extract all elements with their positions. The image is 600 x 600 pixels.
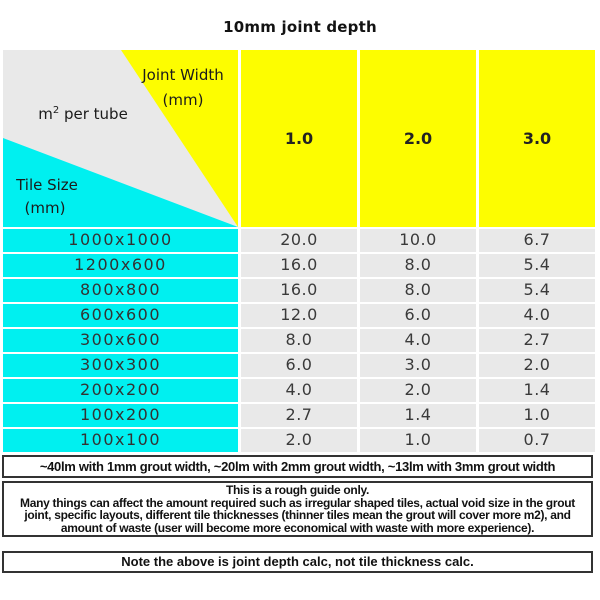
m2-superscript: 2 bbox=[52, 105, 60, 116]
guide-note-line: amount of waste (user will become more e… bbox=[60, 520, 535, 535]
coverage-value-cell: 1.4 bbox=[357, 402, 476, 427]
guide-note-line: Many things can affect the amount requir… bbox=[20, 495, 575, 510]
table-row: 100x100 2.0 1.0 0.7 bbox=[3, 427, 595, 452]
joint-width-col-header: 2.0 bbox=[357, 50, 476, 227]
tile-size-cell: 200x200 bbox=[3, 377, 238, 402]
table-row: 1000x1000 20.0 10.0 6.7 bbox=[3, 227, 595, 252]
table-row: 300x300 6.0 3.0 2.0 bbox=[3, 352, 595, 377]
corner-cyan-region bbox=[3, 138, 238, 227]
coverage-value-cell: 2.0 bbox=[238, 427, 357, 452]
tile-size-cell: 300x300 bbox=[3, 352, 238, 377]
coverage-value-cell: 12.0 bbox=[238, 302, 357, 327]
guide-note-line: joint, specific layouts, different tile … bbox=[24, 508, 571, 522]
tile-size-label: Tile Size bbox=[16, 176, 78, 194]
tile-size-cell: 1000x1000 bbox=[3, 227, 238, 252]
tile-size-cell: 800x800 bbox=[3, 277, 238, 302]
coverage-value-cell: 2.7 bbox=[238, 402, 357, 427]
guide-note-line: This is a rough guide only. bbox=[225, 483, 370, 497]
coverage-value-cell: 1.4 bbox=[476, 377, 595, 402]
tile-size-cell: 1200x600 bbox=[3, 252, 238, 277]
column-headers: 1.0 2.0 3.0 bbox=[238, 50, 595, 227]
table-row: 800x800 16.0 8.0 5.4 bbox=[3, 277, 595, 302]
coverage-value-cell: 10.0 bbox=[357, 227, 476, 252]
table-row: 100x200 2.7 1.4 1.0 bbox=[3, 402, 595, 427]
coverage-value-cell: 4.0 bbox=[476, 302, 595, 327]
table-body: 1000x1000 20.0 10.0 6.7 1200x600 16.0 8.0 5.4 80… bbox=[3, 227, 595, 452]
coverage-value-cell: 6.7 bbox=[476, 227, 595, 252]
corner-cell: Joint Width (mm) m2 per tube Tile Size (… bbox=[3, 50, 238, 227]
coverage-value-cell: 3.0 bbox=[357, 352, 476, 377]
coverage-value-cell: 16.0 bbox=[238, 252, 357, 277]
coverage-value-cell: 1.0 bbox=[357, 427, 476, 452]
grout-width-note: ~40lm with 1mm grout width, ~20lm with 2… bbox=[2, 455, 593, 478]
coverage-value-cell: 6.0 bbox=[238, 352, 357, 377]
coverage-value-cell: 20.0 bbox=[238, 227, 357, 252]
tile-size-cell: 100x100 bbox=[3, 427, 238, 452]
joint-width-label: Joint Width bbox=[142, 66, 224, 84]
tile-size-unit: (mm) bbox=[24, 199, 66, 217]
table-row: 300x600 8.0 4.0 2.7 bbox=[3, 327, 595, 352]
coverage-value-cell: 2.7 bbox=[476, 327, 595, 352]
m2-suffix: per tube bbox=[59, 105, 128, 123]
coverage-value-cell: 5.4 bbox=[476, 277, 595, 302]
page-title: 10mm joint depth bbox=[223, 18, 377, 36]
table-row: 1200x600 16.0 8.0 5.4 bbox=[3, 252, 595, 277]
coverage-value-cell: 16.0 bbox=[238, 277, 357, 302]
m2-prefix: m bbox=[38, 105, 53, 123]
coverage-value-cell: 5.4 bbox=[476, 252, 595, 277]
coverage-value-cell: 8.0 bbox=[357, 277, 476, 302]
coverage-value-cell: 2.0 bbox=[357, 377, 476, 402]
corner-diagonal-background bbox=[3, 50, 238, 227]
coverage-value-cell: 0.7 bbox=[476, 427, 595, 452]
joint-width-unit: (mm) bbox=[162, 91, 204, 109]
coverage-value-cell: 2.0 bbox=[476, 352, 595, 377]
tile-size-cell: 600x600 bbox=[3, 302, 238, 327]
corner-yellow-region bbox=[121, 50, 238, 227]
table-row: 200x200 4.0 2.0 1.4 bbox=[3, 377, 595, 402]
coverage-value-cell: 8.0 bbox=[357, 252, 476, 277]
joint-width-col-header: 3.0 bbox=[476, 50, 595, 227]
coverage-value-cell: 6.0 bbox=[357, 302, 476, 327]
grout-table: Joint Width (mm) m2 per tube Tile Size (… bbox=[3, 50, 595, 452]
table-header: Joint Width (mm) m2 per tube Tile Size (… bbox=[3, 50, 595, 227]
coverage-value-cell: 1.0 bbox=[476, 402, 595, 427]
coverage-value-cell: 4.0 bbox=[357, 327, 476, 352]
tile-size-cell: 300x600 bbox=[3, 327, 238, 352]
joint-width-col-header: 1.0 bbox=[238, 50, 357, 227]
coverage-value-cell: 8.0 bbox=[238, 327, 357, 352]
table-row: 600x600 12.0 6.0 4.0 bbox=[3, 302, 595, 327]
tile-size-cell: 100x200 bbox=[3, 402, 238, 427]
coverage-value-cell: 4.0 bbox=[238, 377, 357, 402]
guide-note: This is a rough guide only. Many things c… bbox=[2, 481, 593, 537]
joint-depth-note: Note the above is joint depth calc, not … bbox=[2, 551, 593, 573]
m2-per-tube-label: m2 per tube bbox=[21, 105, 145, 123]
